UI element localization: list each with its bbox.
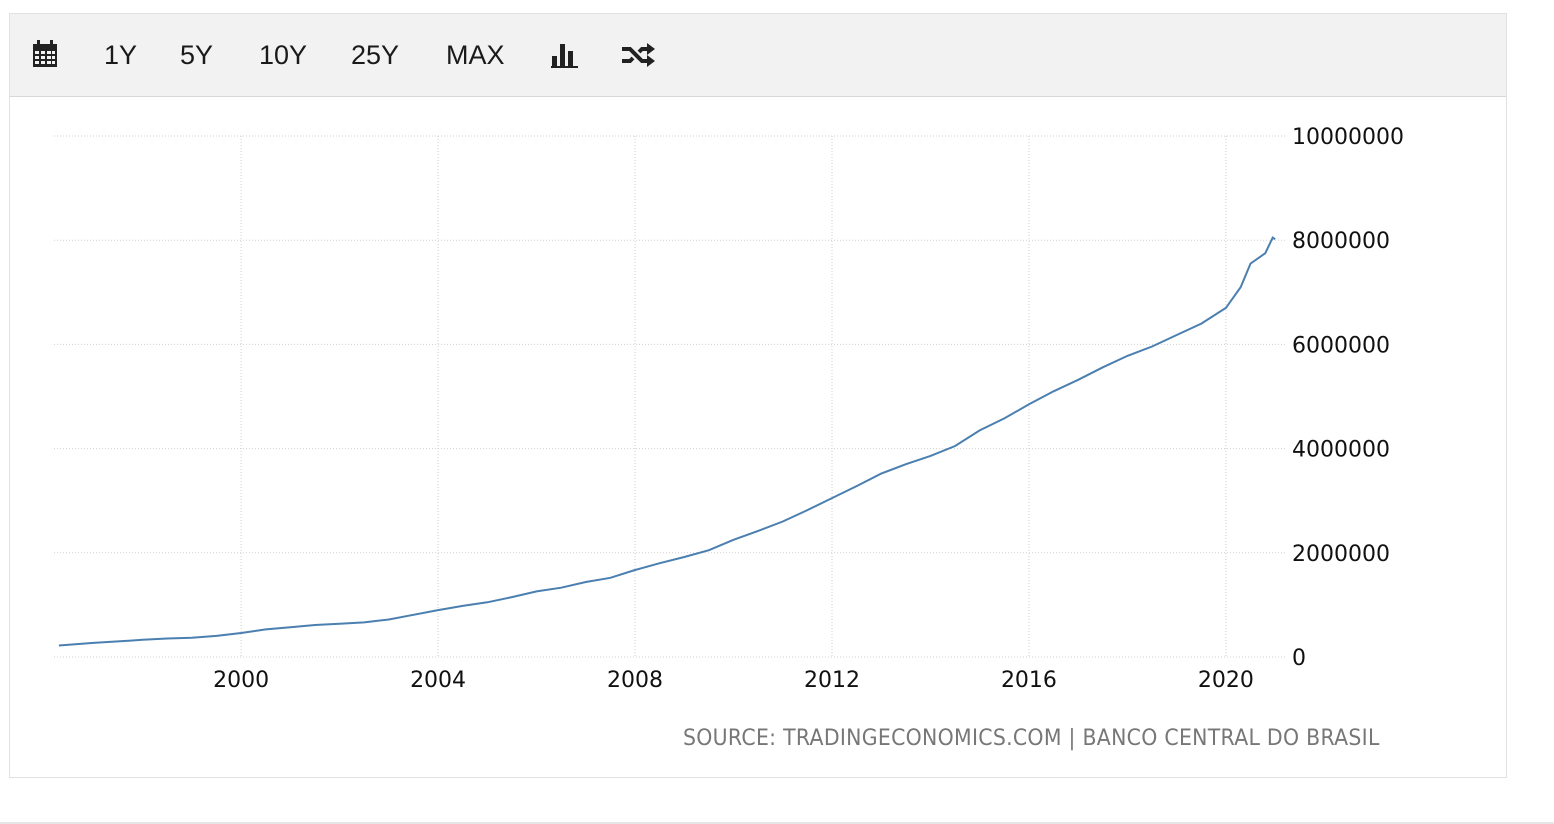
x-tick-label: 2000 bbox=[213, 668, 269, 693]
range-5y-button[interactable]: 5Y bbox=[180, 40, 214, 70]
series-line bbox=[58, 236, 1276, 647]
divider bbox=[0, 822, 1554, 824]
y-tick-label: 10000000 bbox=[1292, 125, 1404, 150]
shuffle-icon[interactable] bbox=[620, 43, 656, 72]
range-1y-button[interactable]: 1Y bbox=[104, 40, 138, 70]
x-gridlines bbox=[240, 136, 1227, 657]
y-tick-label: 2000000 bbox=[1292, 542, 1390, 567]
y-tick-label: 6000000 bbox=[1292, 333, 1390, 358]
range-max-button[interactable]: MAX bbox=[446, 40, 505, 70]
range-10y-button[interactable]: 10Y bbox=[259, 40, 308, 70]
x-tick-label: 2020 bbox=[1198, 668, 1254, 693]
y-axis-ticks: 0 2000000 4000000 6000000 8000000 10000000 bbox=[1292, 125, 1404, 671]
y-gridlines bbox=[54, 135, 1285, 658]
x-tick-label: 2004 bbox=[410, 668, 466, 693]
y-tick-label: 4000000 bbox=[1292, 438, 1390, 463]
y-tick-label: 0 bbox=[1292, 646, 1306, 671]
chart-container bbox=[9, 13, 1507, 778]
calendar-icon[interactable] bbox=[32, 40, 58, 73]
y-tick-label: 8000000 bbox=[1292, 229, 1390, 254]
x-tick-label: 2016 bbox=[1001, 668, 1057, 693]
x-axis-ticks: 2000 2004 2008 2012 2016 2020 bbox=[213, 668, 1254, 693]
x-tick-label: 2008 bbox=[607, 668, 663, 693]
chart-toolbar: 1Y 5Y 10Y 25Y MAX bbox=[10, 14, 1506, 97]
range-25y-button[interactable]: 25Y bbox=[351, 40, 400, 70]
x-tick-label: 2012 bbox=[804, 668, 860, 693]
source-attribution: SOURCE: TRADINGECONOMICS.COM | BANCO CEN… bbox=[683, 726, 1380, 751]
bar-chart-icon[interactable] bbox=[551, 42, 579, 73]
